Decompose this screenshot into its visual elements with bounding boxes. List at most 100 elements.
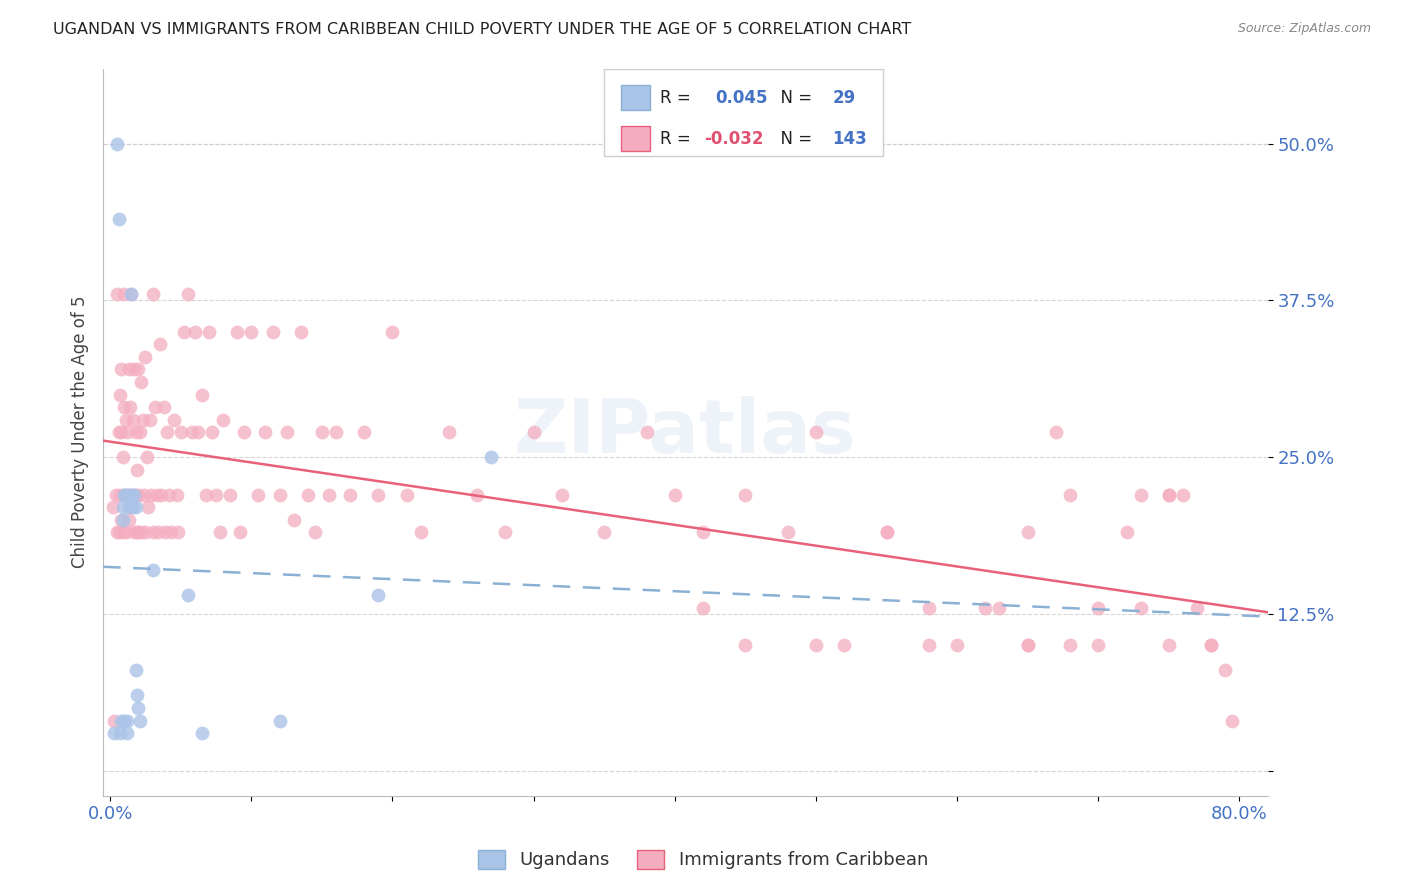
Point [153,400,176,414]
Point [205,488,228,502]
Point [124,664,146,678]
Point [1222,714,1244,728]
Point [141,287,163,301]
Point [367,488,389,502]
Point [114,525,136,540]
Point [233,425,256,439]
Point [1199,638,1222,652]
Point [1087,600,1109,615]
Point [128,714,150,728]
Point [139,488,162,502]
Point [177,588,200,602]
Point [138,412,160,426]
Point [551,488,574,502]
Point [734,638,756,652]
Point [103,726,125,740]
Point [1171,488,1194,502]
Point [304,525,326,540]
Point [395,488,418,502]
Point [112,488,135,502]
Point [1059,638,1081,652]
Point [664,488,686,502]
Point [219,488,242,502]
Text: Source: ZipAtlas.com: Source: ZipAtlas.com [1237,22,1371,36]
Point [226,325,249,339]
Point [112,287,135,301]
Point [465,488,488,502]
Point [120,488,142,502]
Point [111,513,134,527]
Point [184,325,207,339]
Point [1017,638,1039,652]
Point [918,638,941,652]
Point [166,488,188,502]
Point [247,488,270,502]
Point [229,525,252,540]
Point [129,375,152,389]
Point [170,425,193,439]
Point [1199,638,1222,652]
Text: UGANDAN VS IMMIGRANTS FROM CARIBBEAN CHILD POVERTY UNDER THE AGE OF 5 CORRELATIO: UGANDAN VS IMMIGRANTS FROM CARIBBEAN CHI… [53,22,911,37]
Text: 0.045: 0.045 [716,89,768,107]
Point [155,525,177,540]
Point [832,638,855,652]
Point [269,714,291,728]
Point [339,488,361,502]
Point [132,488,155,502]
Text: N =: N = [770,130,818,148]
Point [118,400,141,414]
Point [409,525,432,540]
Legend: Ugandans, Immigrants from Caribbean: Ugandans, Immigrants from Caribbean [470,841,936,879]
Point [118,488,141,502]
Point [187,425,209,439]
Point [1213,664,1236,678]
Text: N =: N = [770,89,818,107]
Point [636,425,658,439]
Point [110,513,132,527]
Point [1087,638,1109,652]
Point [120,500,142,515]
Point [143,400,166,414]
Point [1129,600,1152,615]
Point [121,488,143,502]
Point [112,488,135,502]
Point [134,350,156,364]
Point [283,513,305,527]
Point [212,412,235,426]
Point [262,325,284,339]
Point [1157,638,1180,652]
Point [692,600,714,615]
Point [127,362,149,376]
Point [804,425,827,439]
Point [107,425,129,439]
Point [127,488,149,502]
Point [110,425,132,439]
Point [198,325,221,339]
Point [110,714,132,728]
Point [108,387,131,401]
Point [124,500,146,515]
Point [124,425,146,439]
Point [974,600,997,615]
Point [156,425,179,439]
Point [127,701,149,715]
Point [177,287,200,301]
Point [167,525,190,540]
Point [135,450,157,465]
Point [128,425,150,439]
Point [105,136,128,151]
Point [149,337,172,351]
Point [120,287,142,301]
Point [115,488,138,502]
Point [173,325,195,339]
Point [129,525,152,540]
Point [101,500,124,515]
Point [276,425,298,439]
Point [134,525,156,540]
Text: ZIPatlas: ZIPatlas [515,396,856,468]
Point [367,588,389,602]
Point [311,425,333,439]
Point [1157,488,1180,502]
Point [494,525,516,540]
Point [124,488,146,502]
